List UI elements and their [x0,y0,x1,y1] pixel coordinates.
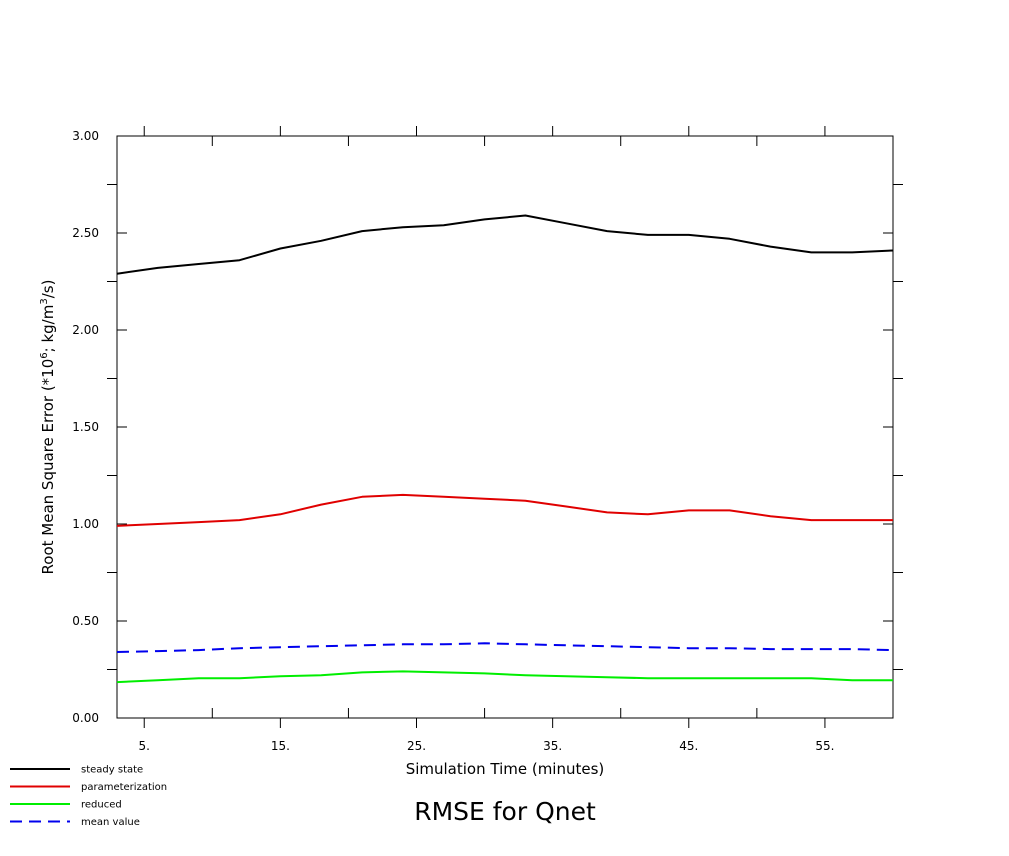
legend-label: reduced [81,800,122,811]
legend-label: steady state [81,765,143,776]
x-axis-ticks: 5. 15. 25. 35. 45. 55. [139,126,834,753]
y-tick-label: 2.00 [72,323,99,337]
x-tick-label: 55. [815,739,834,753]
x-tick-label: 15. [271,739,290,753]
y-axis-ticks: 0.00 0.50 1.00 1.50 2.00 2.50 3.00 [72,129,903,725]
x-tick-label: 25. [407,739,426,753]
plot-border [116,135,894,719]
legend-label: mean value [81,817,140,828]
x-tick-label: 45. [679,739,698,753]
series-layer [116,214,894,684]
x-tick-label: 35. [543,739,562,753]
y-tick-label: 3.00 [72,129,99,143]
series-line-steady-state [116,214,894,275]
y-tick-label: 2.50 [72,226,99,240]
y-tick-label: 1.50 [72,420,99,434]
series-line-parameterization [116,493,893,527]
y-axis-label: Root Mean Square Error (*106; kg/m3/s) [39,280,57,575]
series-line-reduced [116,670,893,684]
plot-frame [116,135,894,719]
chart-title: RMSE for Qnet [414,797,596,826]
series-line-mean-value [116,642,894,653]
legend: steady state parameterization reduced mean … [10,765,167,828]
x-tick-label: 5. [139,739,150,753]
y-tick-label: 0.00 [72,711,99,725]
legend-label: parameterization [81,782,167,793]
x-axis-label: Simulation Time (minutes) [406,760,605,778]
y-tick-label: 1.00 [72,517,99,531]
y-tick-label: 0.50 [72,614,99,628]
